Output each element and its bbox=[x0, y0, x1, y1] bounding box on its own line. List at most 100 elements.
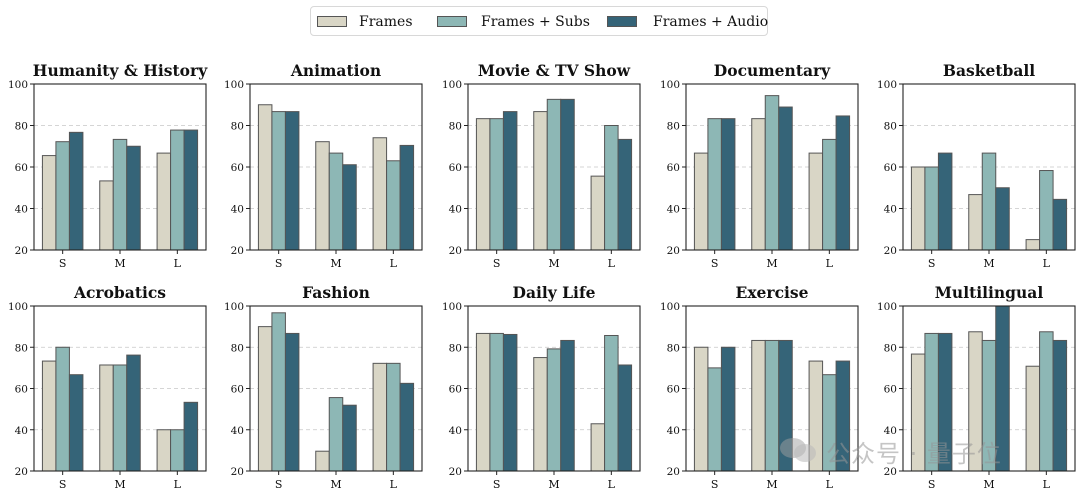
bar-animation-m-frames-subs bbox=[328, 152, 344, 251]
bar-daily-life-m-frames-audio bbox=[560, 339, 575, 472]
y-tick-label: 20 bbox=[231, 245, 244, 257]
y-tick-label: 20 bbox=[15, 466, 28, 478]
y-tick-label: 20 bbox=[15, 245, 28, 257]
bar-humanity-and-history-l-frames-subs bbox=[170, 129, 185, 251]
bar-humanity-and-history-l-frames bbox=[156, 152, 172, 251]
bar-movie-and-tv-show-s-frames-audio bbox=[502, 111, 518, 251]
x-tick-label: M bbox=[548, 257, 559, 270]
bar-fashion-s-frames-audio bbox=[284, 332, 300, 472]
bar-daily-life-l-frames-subs bbox=[604, 334, 619, 472]
bar-fashion-m-frames-subs bbox=[328, 397, 344, 472]
bar-basketball-s-frames bbox=[910, 166, 926, 251]
x-tick-label: L bbox=[608, 478, 616, 491]
x-tick-label: S bbox=[493, 257, 501, 270]
bar-movie-and-tv-show-l-frames-audio bbox=[617, 138, 633, 251]
x-tick-label: L bbox=[174, 257, 182, 270]
bar-basketball-s-frames-subs bbox=[924, 166, 939, 251]
bar-fashion-m-frames bbox=[315, 450, 330, 472]
y-tick-label: 80 bbox=[884, 342, 897, 354]
x-tick-label: S bbox=[275, 478, 283, 491]
bar-exercise-s-frames bbox=[693, 346, 709, 472]
bar-movie-and-tv-show-m-frames bbox=[533, 111, 548, 251]
bar-exercise-s-frames-subs bbox=[707, 367, 722, 472]
bar-animation-l-frames bbox=[372, 137, 388, 251]
chart-humanity-and-history: S M L 20 40 60 80 100 Humanity & History bbox=[8, 61, 208, 270]
chart-multilingual: S M L 20 40 60 80 100 Multilingual bbox=[877, 283, 1076, 491]
chart-title: Fashion bbox=[302, 283, 370, 302]
y-tick-label: 40 bbox=[15, 204, 28, 216]
bar-documentary-s-frames-audio bbox=[720, 118, 736, 251]
bar-basketball-m-frames-audio bbox=[995, 187, 1010, 251]
y-tick-label: 20 bbox=[449, 245, 462, 257]
bar-animation-m-frames bbox=[315, 141, 330, 251]
chart-daily-life: S M L 20 40 60 80 100 Daily Life bbox=[442, 283, 641, 491]
x-tick-label: L bbox=[1043, 478, 1051, 491]
bar-basketball-l-frames-subs bbox=[1039, 170, 1054, 251]
legend-swatch-frames-subs bbox=[437, 16, 467, 27]
y-tick-label: 60 bbox=[884, 384, 897, 396]
y-tick-label: 60 bbox=[15, 162, 28, 174]
bar-daily-life-l-frames-audio bbox=[617, 364, 633, 472]
plot-frame bbox=[467, 305, 641, 472]
bar-daily-life-s-frames-audio bbox=[502, 333, 518, 472]
legend-swatch-frames-audio bbox=[607, 16, 637, 27]
wechat-logo-icon bbox=[780, 438, 816, 462]
bar-acrobatics-l-frames bbox=[156, 429, 172, 472]
y-tick-label: 40 bbox=[449, 204, 462, 216]
y-tick-label: 100 bbox=[224, 301, 244, 313]
bar-basketball-m-frames bbox=[968, 194, 983, 251]
bar-basketball-m-frames-subs bbox=[981, 152, 997, 251]
bar-movie-and-tv-show-s-frames-subs bbox=[489, 118, 504, 251]
bar-multilingual-l-frames-subs bbox=[1039, 331, 1054, 472]
x-tick-label: S bbox=[711, 257, 719, 270]
bar-basketball-l-frames bbox=[1025, 239, 1041, 251]
bar-humanity-and-history-m-frames-audio bbox=[126, 145, 141, 251]
x-tick-label: L bbox=[174, 478, 182, 491]
bar-acrobatics-m-frames-subs bbox=[112, 364, 128, 472]
bar-movie-and-tv-show-m-frames-subs bbox=[546, 98, 562, 251]
x-tick-label: L bbox=[826, 478, 834, 491]
bar-documentary-m-frames-audio bbox=[778, 106, 793, 251]
y-tick-label: 100 bbox=[224, 79, 244, 91]
y-tick-label: 20 bbox=[667, 466, 680, 478]
y-tick-label: 60 bbox=[449, 384, 462, 396]
bar-documentary-s-frames bbox=[693, 152, 709, 251]
y-tick-label: 40 bbox=[884, 204, 897, 216]
y-tick-label: 60 bbox=[231, 384, 244, 396]
watermark-text: 公众号 · 量子位 bbox=[826, 440, 1002, 468]
bar-acrobatics-s-frames bbox=[41, 360, 57, 472]
bar-humanity-and-history-s-frames-subs bbox=[55, 141, 70, 251]
bar-animation-l-frames-subs bbox=[386, 160, 401, 251]
chart-movie-and-tv-show: S M L 20 40 60 80 100 Movie & TV Show bbox=[442, 61, 641, 270]
chart-title: Basketball bbox=[943, 61, 1035, 80]
y-tick-label: 100 bbox=[442, 79, 462, 91]
chart-title: Documentary bbox=[714, 61, 831, 80]
chart-title: Humanity & History bbox=[33, 61, 208, 80]
y-tick-label: 40 bbox=[15, 425, 28, 437]
y-tick-label: 60 bbox=[231, 162, 244, 174]
bar-daily-life-m-frames bbox=[533, 357, 548, 472]
bar-documentary-l-frames bbox=[808, 152, 824, 251]
x-tick-label: S bbox=[59, 478, 67, 491]
chart-documentary: S M L 20 40 60 80 100 Documentary bbox=[660, 61, 859, 270]
bar-daily-life-l-frames bbox=[590, 423, 606, 472]
y-tick-label: 80 bbox=[667, 342, 680, 354]
plot-frame bbox=[249, 83, 423, 251]
y-tick-label: 40 bbox=[667, 204, 680, 216]
plot-frame bbox=[33, 305, 207, 472]
x-tick-label: M bbox=[766, 478, 777, 491]
y-tick-label: 20 bbox=[449, 466, 462, 478]
bar-humanity-and-history-m-frames bbox=[99, 180, 114, 251]
bar-daily-life-s-frames bbox=[475, 332, 491, 472]
chart-exercise: S M L 20 40 60 80 100 Exercise bbox=[660, 283, 859, 491]
chart-legend: Frames Frames + Subs Frames + Audio bbox=[310, 6, 768, 36]
x-tick-label: L bbox=[390, 478, 398, 491]
y-tick-label: 100 bbox=[8, 79, 28, 91]
y-tick-label: 100 bbox=[660, 79, 680, 91]
y-tick-label: 80 bbox=[231, 121, 244, 133]
bar-documentary-m-frames bbox=[751, 118, 766, 251]
bar-fashion-s-frames-subs bbox=[271, 312, 286, 472]
x-tick-label: M bbox=[114, 257, 125, 270]
x-tick-label: M bbox=[983, 257, 994, 270]
